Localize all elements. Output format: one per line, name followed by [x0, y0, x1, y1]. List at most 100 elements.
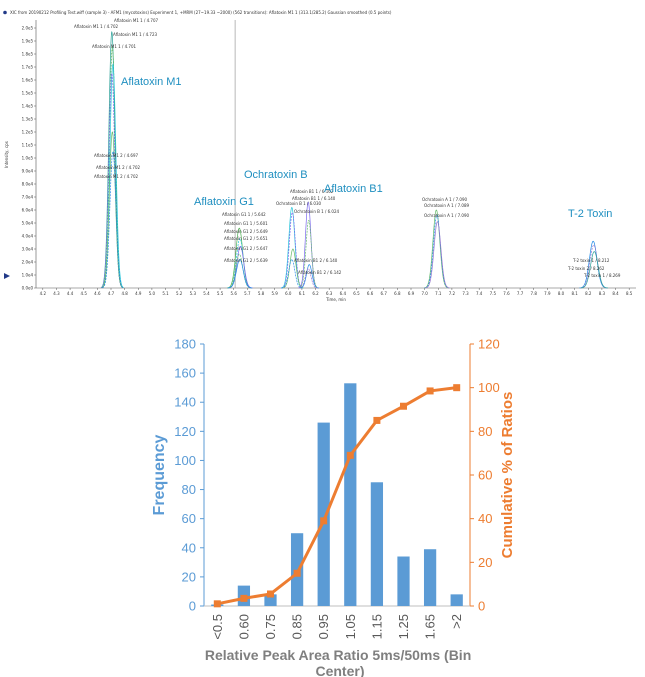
peak-annotation: Ochratoxin A 1 / 7.090	[422, 197, 468, 202]
chromatogram-trace	[282, 248, 304, 289]
chromatogram-trace	[281, 259, 303, 289]
histogram-bar	[344, 383, 357, 606]
y-tick-label: 0	[189, 599, 196, 614]
cumulative-point	[346, 451, 354, 459]
chromatogram-x-tick-label: 7.7	[517, 291, 524, 296]
peak-annotation: Aflatoxin B1 1 / 6.162	[290, 189, 334, 194]
chromatogram-y-tick-label: 1.7e5	[22, 64, 34, 69]
chromatogram-x-tick-label: 6.9	[408, 291, 415, 296]
chromatogram-trace	[100, 72, 123, 288]
histogram-bars	[211, 383, 463, 606]
cumulative-point	[400, 402, 407, 410]
y2-tick-label: 80	[478, 424, 492, 439]
x-tick-label: 0.75	[263, 614, 278, 639]
histogram-bar	[423, 549, 437, 606]
chromatogram-x-tick-label: 6.7	[381, 291, 388, 296]
x-tick-label: 0.85	[290, 614, 305, 639]
chromatogram-trace	[102, 150, 124, 289]
cumulative-point	[267, 590, 274, 598]
chromatogram-trace	[424, 214, 450, 289]
y2-tick-label: 20	[478, 555, 492, 570]
x-axis-title: Relative Peak Area Ratio 5ms/50ms (Bin C…	[205, 647, 475, 677]
chromatogram-x-tick-label: 7.6	[503, 291, 510, 296]
chromatogram-trace	[298, 201, 319, 289]
peak-annotation: Aflatoxin B1 2 / 6.140	[294, 258, 338, 263]
y2-tick-label: 120	[478, 337, 500, 352]
chromatogram-x-label: Time, min	[325, 297, 346, 302]
chromatogram-trace	[227, 259, 253, 289]
histogram-bar	[290, 533, 304, 606]
chromatogram-x-tick-label: 5.3	[190, 291, 197, 296]
chromatogram-x-tick-label: 5.9	[271, 291, 278, 296]
chromatogram-trace	[424, 209, 449, 289]
chromatogram-x-tick-label: 4.9	[135, 291, 142, 296]
y2-tick-label: 40	[478, 511, 492, 526]
chromatogram-y-tick-label: 1.9e5	[22, 38, 34, 43]
chromatogram-trace	[425, 221, 450, 289]
chromatogram-x-tick-label: 7.9	[544, 291, 551, 296]
chromatogram-x-tick-label: 6.1	[299, 291, 306, 296]
chromatogram-trace	[298, 268, 319, 289]
peak-annotation: Ochratoxin A 1 / 7.089	[424, 203, 470, 208]
y-axis-title: Frequency	[151, 434, 168, 515]
peak-annotation: Aflatoxin G1 1 / 5.642	[222, 212, 266, 217]
chromatogram-x-tick-label: 7.3	[462, 291, 469, 296]
peak-annotation: Aflatoxin G1 1 / 5.601	[224, 221, 268, 226]
compound-label: T-2 Toxin	[568, 208, 612, 220]
x-axis-title-line-1: Relative Peak Area Ratio 5ms/50ms (Bin	[205, 647, 471, 663]
chromatogram-x-tick-label: 7.0	[421, 291, 428, 296]
peak-annotation: T-2 toxin 2 / 8.262	[567, 266, 605, 271]
chromatogram-x-tick-label: 8.3	[599, 291, 606, 296]
chromatogram-x-tick-label: 4.7	[108, 291, 115, 296]
peak-annotation: Ochratoxin B 1 / 6.030	[276, 201, 322, 206]
y2-axis-title: Cumulative % of Ratios	[499, 392, 516, 559]
chromatogram-y-tick-label: 1.3e5	[22, 116, 34, 121]
y2-tick-label: 0	[478, 599, 485, 614]
chromatogram-header: XIC from 20190212 Profiling Test.wiff (s…	[10, 10, 392, 15]
y-tick-label: 180	[174, 337, 196, 352]
cumulative-point	[373, 416, 381, 424]
chromatogram-y-tick-label: 8.0e4	[22, 181, 34, 186]
x-tick-label: <0.5	[210, 614, 225, 640]
peak-annotation: Aflatoxin G1 2 / 5.639	[224, 258, 268, 263]
y-tick-label: 120	[174, 424, 196, 439]
chromatogram-x-tick-label: 6.0	[285, 291, 292, 296]
chromatogram-x-tick-label: 5.2	[176, 291, 183, 296]
y-tick-label: 80	[182, 482, 196, 497]
peak-annotation: Aflatoxin M1 2 / 4.697	[94, 153, 138, 158]
chromatogram-y-tick-label: 2.0e5	[22, 25, 34, 30]
peak-annotation: Aflatoxin G1 2 / 5.647	[224, 246, 268, 251]
y-tick-label: 20	[182, 569, 196, 584]
header-bullet-icon	[3, 10, 7, 15]
peak-annotation: Aflatoxin G1 2 / 5.649	[224, 229, 268, 234]
chromatogram-x-tick-label: 4.5	[81, 291, 88, 296]
histogram-bar	[370, 482, 384, 606]
chromatogram-y-tick-label: 1.0e5	[22, 155, 34, 160]
x-tick-label: >2	[449, 614, 464, 629]
chromatogram-y-label: Intensity, cps	[4, 141, 9, 168]
chromatogram-x-tick-label: 7.8	[531, 291, 538, 296]
chromatogram-compound-labels: Aflatoxin M1 Aflatoxin G1 Ochratoxin B Afla…	[121, 76, 612, 220]
chromatogram-y-tick-label: 1.0e4	[22, 272, 34, 277]
cumulative-point	[293, 569, 301, 577]
cumulative-point	[213, 600, 221, 608]
chromatogram-x-tick-label: 5.5	[217, 291, 224, 296]
chromatogram-x-tick-label: 6.3	[326, 291, 333, 296]
peak-annotation: Ochratoxin A 1 / 7.090	[424, 213, 470, 218]
cumulative-point	[240, 594, 248, 602]
chromatogram-y-tick-label: 9.0e4	[22, 168, 34, 173]
chromatogram-x-tick-label: 5.7	[244, 291, 251, 296]
chromatogram-y-tick-label: 7.0e4	[22, 194, 34, 199]
histogram-bar	[317, 422, 330, 606]
chromatogram: XIC from 20190212 Profiling Test.wiff (s…	[3, 10, 636, 302]
cumulative-point	[320, 517, 328, 525]
chromatogram-x-tick-label: 7.4	[476, 291, 483, 296]
x-tick-label: 1.65	[423, 614, 438, 639]
chromatogram-y-tick-label: 1.2e5	[22, 129, 34, 134]
y-tick-label: 40	[182, 540, 196, 555]
chromatogram-x-tick-label: 5.8	[258, 291, 265, 296]
peak-annotation: Aflatoxin M1 1 / 4.702	[74, 24, 118, 29]
peak-annotation: Aflatoxin M1 1 / 4.701	[92, 44, 136, 49]
y2-tick-label: 60	[478, 468, 492, 483]
